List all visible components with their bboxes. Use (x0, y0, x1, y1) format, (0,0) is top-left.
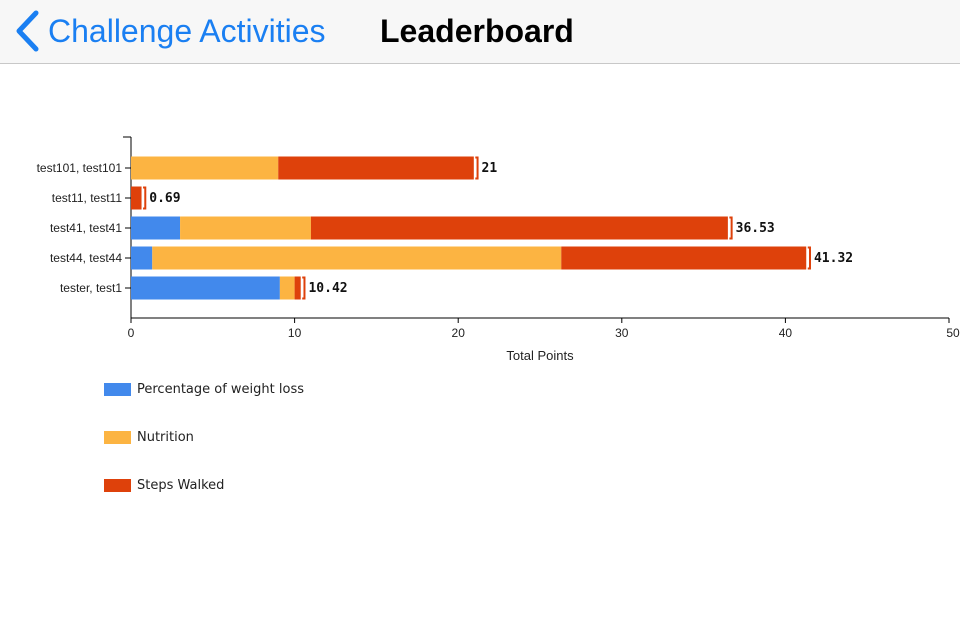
legend-item: Steps Walked (104, 476, 304, 494)
legend-label: Percentage of weight loss (137, 381, 305, 397)
y-tick-label: test101, test101 (37, 161, 123, 175)
bar-end-marker (473, 156, 479, 180)
page-title: Leaderboard (380, 13, 574, 49)
bar-segment (131, 186, 143, 210)
nav-bar: Challenge Activities Leaderboard (0, 0, 960, 64)
legend-swatch (104, 430, 131, 444)
y-tick-label: tester, test1 (60, 281, 122, 295)
back-button-label: Challenge Activities (48, 12, 326, 49)
chart-legend: Percentage of weight loss Nutrition Steps … (104, 380, 304, 524)
legend-label: Nutrition (137, 429, 194, 445)
chevron-left-icon (16, 10, 39, 52)
data-label: 41.32 (814, 251, 853, 266)
x-tick-label: 50 (946, 326, 960, 340)
x-tick-label: 30 (615, 326, 629, 340)
back-button[interactable]: Challenge Activities (14, 8, 325, 54)
x-axis-title: Total Points (506, 348, 574, 363)
bar-segment (131, 246, 153, 270)
bar-segment (279, 276, 295, 300)
legend-item: Percentage of weight loss (104, 380, 304, 398)
bar-segment (310, 216, 729, 240)
x-tick-label: 10 (288, 326, 302, 340)
bar-end-marker (300, 276, 306, 300)
legend-swatch (104, 382, 131, 396)
bar-segment (131, 276, 280, 300)
data-label: 0.69 (149, 191, 180, 206)
bar-end-marker (805, 246, 811, 270)
bar-end-marker (141, 186, 147, 210)
bar-segment (561, 246, 807, 270)
legend-item: Nutrition (104, 428, 304, 446)
legend-label: Steps Walked (137, 477, 225, 493)
bar-segment (180, 216, 311, 240)
y-tick-label: test11, test11 (52, 191, 123, 205)
y-tick-label: test41, test41 (50, 221, 122, 235)
x-tick-label: 0 (128, 326, 135, 340)
y-tick-label: test44, test44 (50, 251, 122, 265)
data-label: 36.53 (736, 221, 775, 236)
x-tick-label: 40 (779, 326, 793, 340)
bar-segment (294, 276, 302, 300)
bar-end-marker (727, 216, 733, 240)
legend-swatch (104, 478, 131, 492)
bar-segment (278, 156, 475, 180)
bar-segment (152, 246, 562, 270)
leaderboard-chart: 0 10 20 30 40 50 Total Points test101, test101 2… (37, 136, 960, 363)
data-label: 21 (482, 161, 498, 176)
bar-segment (131, 156, 279, 180)
data-label: 10.42 (308, 281, 347, 296)
x-tick-label: 20 (452, 326, 466, 340)
bar-segment (131, 216, 181, 240)
